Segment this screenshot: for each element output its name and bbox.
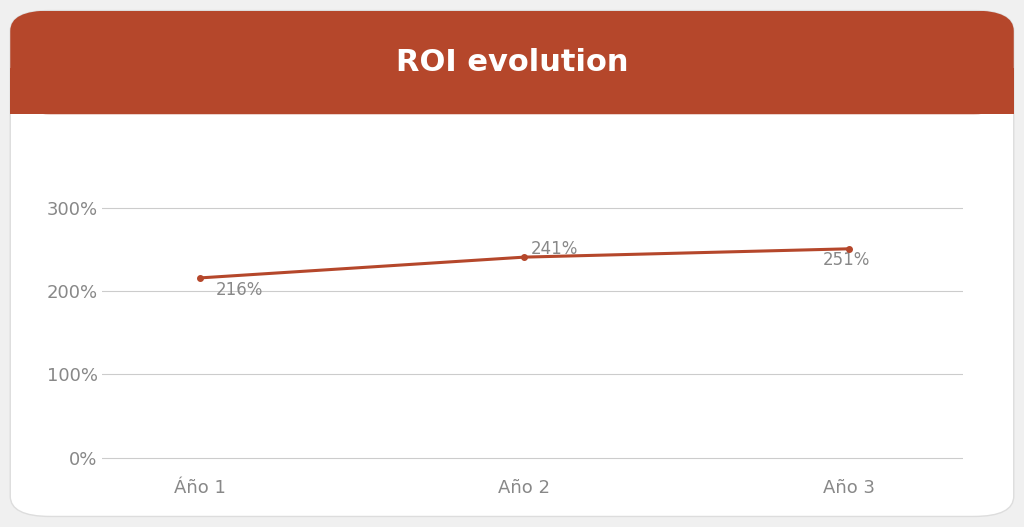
- Bar: [10, 67, 1014, 114]
- Text: 241%: 241%: [530, 240, 579, 258]
- FancyBboxPatch shape: [10, 11, 1014, 114]
- Text: 251%: 251%: [823, 251, 870, 269]
- Text: ROI evolution: ROI evolution: [395, 48, 629, 77]
- FancyBboxPatch shape: [10, 11, 1014, 516]
- Text: 216%: 216%: [216, 280, 263, 299]
